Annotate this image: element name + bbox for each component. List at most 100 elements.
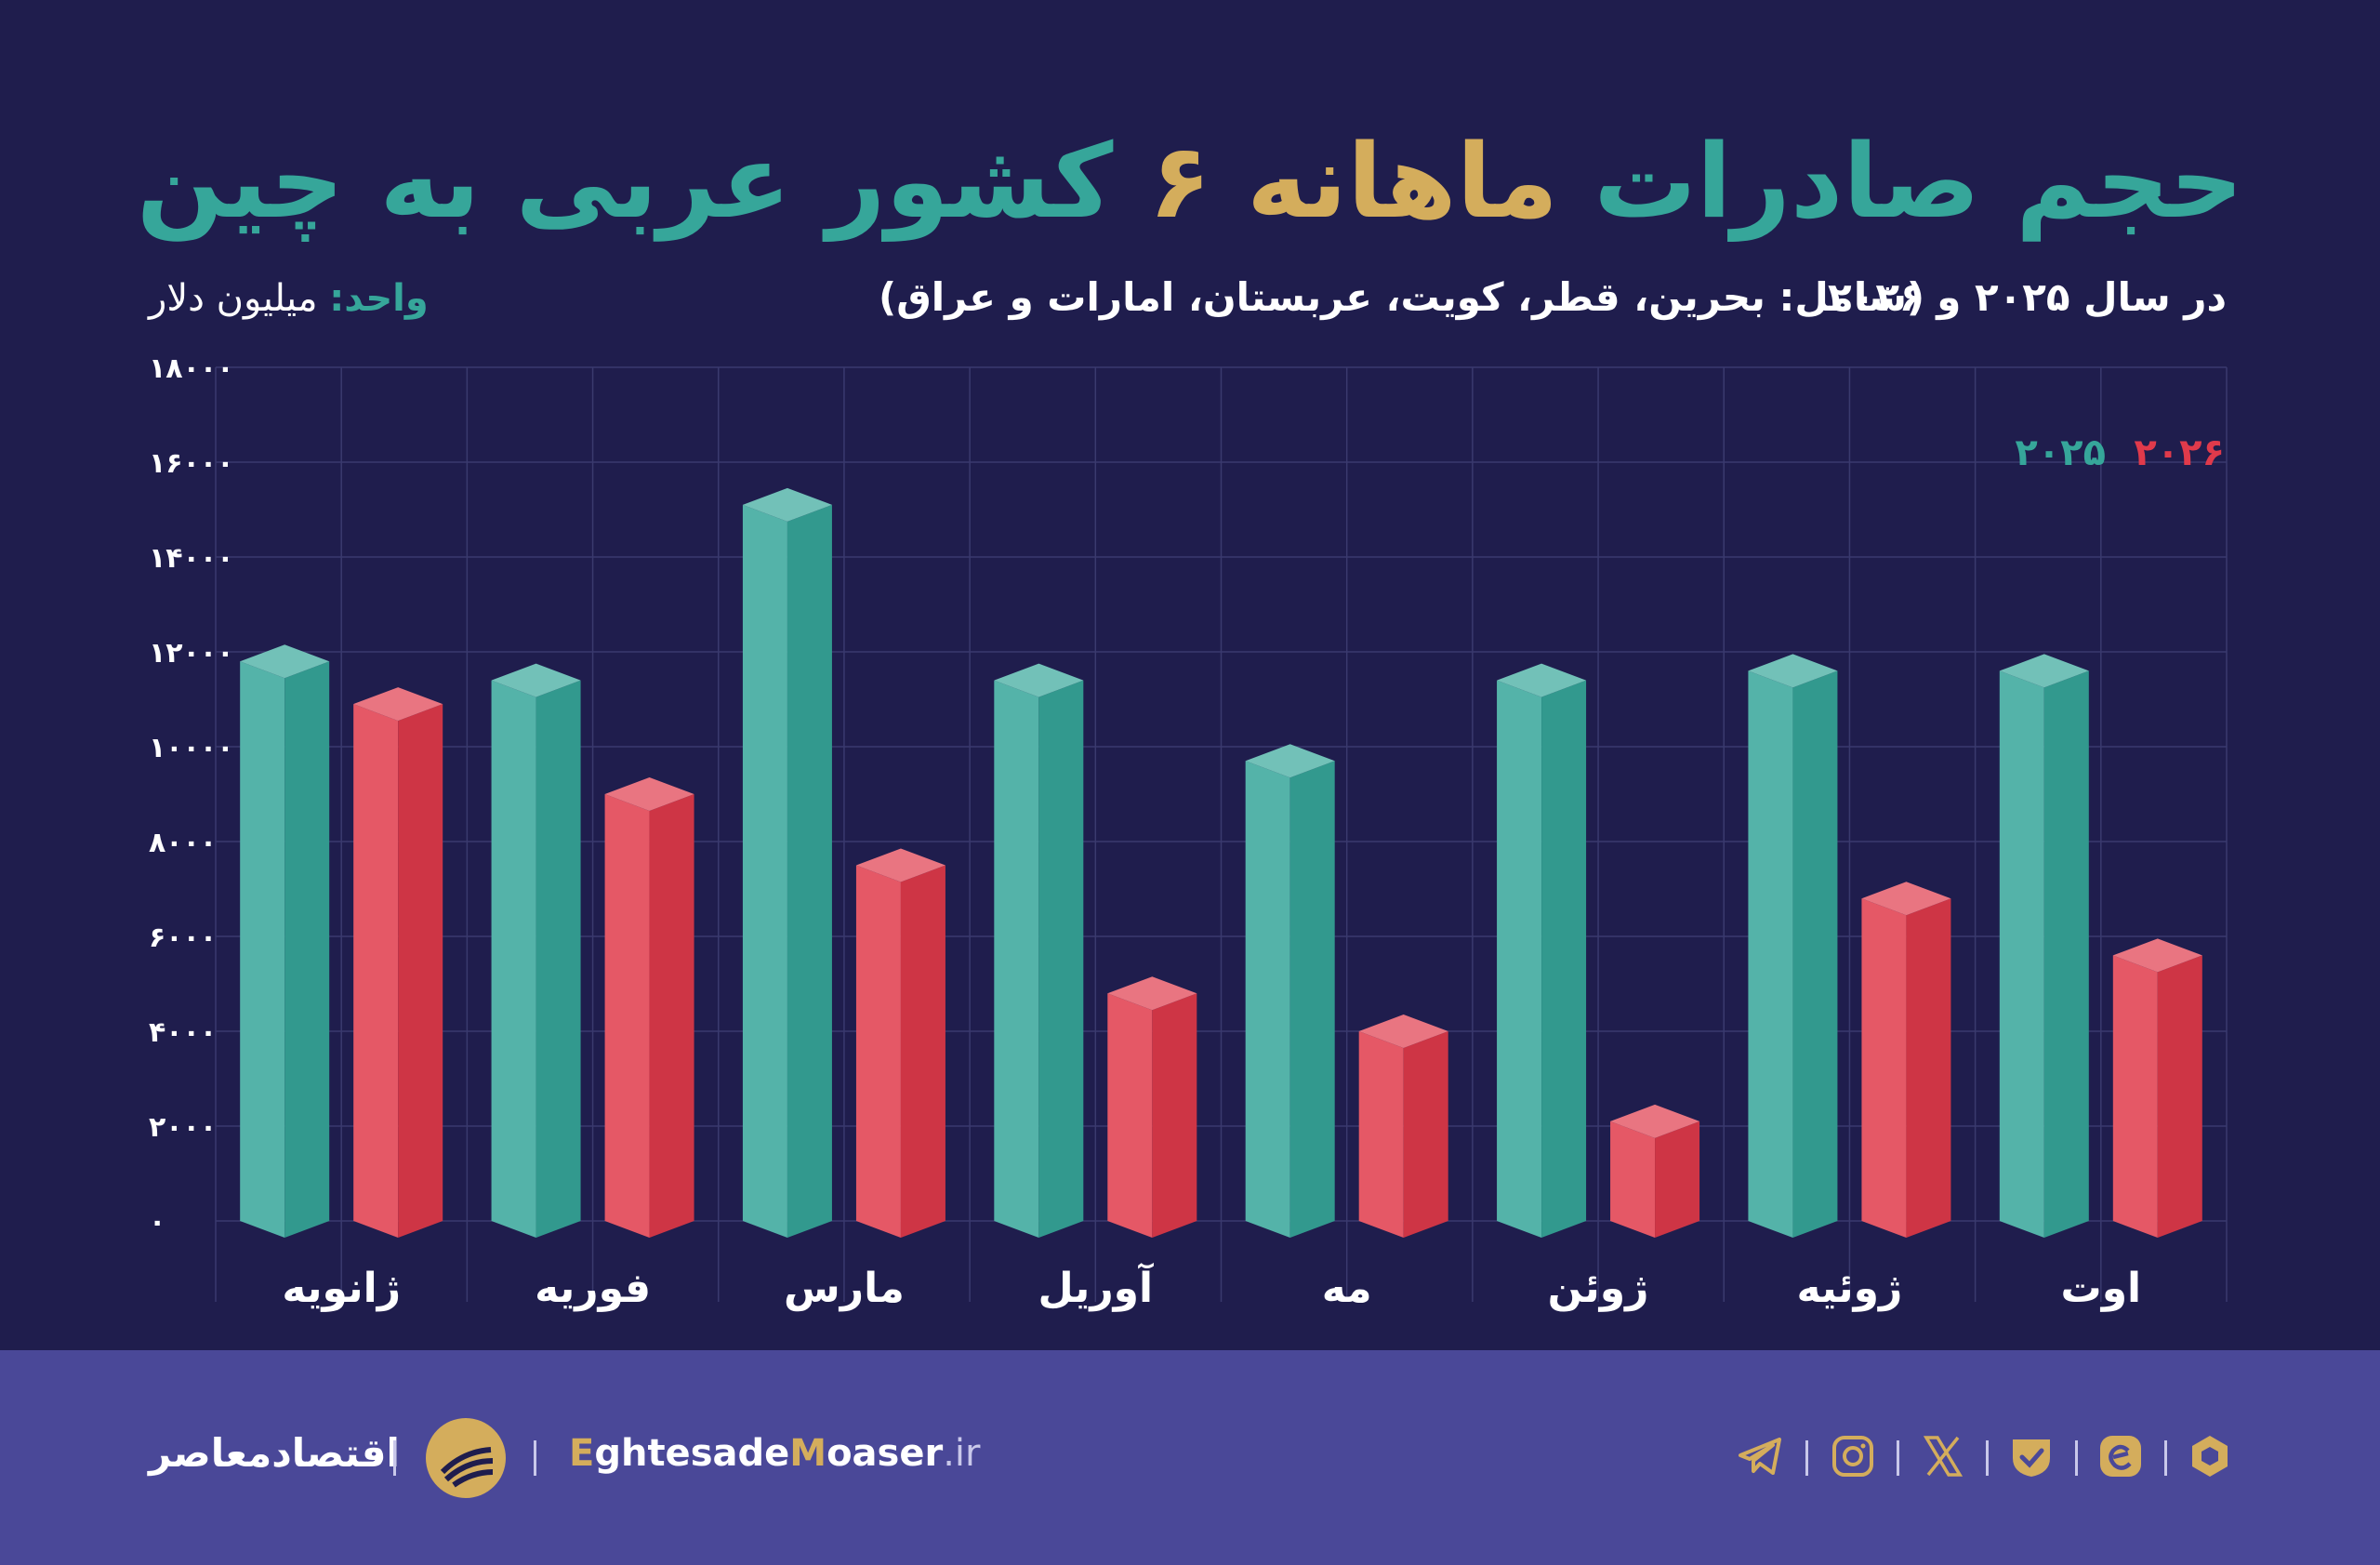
site-letter-e: E xyxy=(569,1432,595,1475)
bar-front-right xyxy=(1403,1031,1448,1238)
bar-front-left xyxy=(994,680,1039,1238)
divider xyxy=(1986,1440,1989,1476)
bar-front-left xyxy=(2112,955,2158,1238)
site-letter-m: M xyxy=(789,1432,827,1475)
x-tick-label: مه xyxy=(1322,1265,1372,1312)
bar-top xyxy=(1610,1104,1700,1138)
brand-logo xyxy=(426,1418,506,1498)
bar-front-right xyxy=(1792,670,1838,1238)
bar-top xyxy=(1245,744,1335,778)
title-part-1: حجم صادرات xyxy=(1593,122,2244,241)
bar-front-left xyxy=(604,794,650,1238)
bar-front-left xyxy=(1107,993,1153,1238)
bar-front-right xyxy=(284,661,330,1238)
verified-icon[interactable] xyxy=(2005,1430,2057,1482)
title-part-3: کشور عربی به چین xyxy=(136,122,1114,241)
x-tick-label: مارس xyxy=(784,1265,905,1312)
bar-top xyxy=(604,777,694,811)
bar-top xyxy=(994,663,1084,697)
bar-top xyxy=(742,487,832,522)
footer xyxy=(0,1350,2380,1565)
bar-front-left xyxy=(1497,680,1542,1238)
bar-front-left xyxy=(742,504,787,1238)
unit-label: واحد: میلیون دلار xyxy=(149,277,429,320)
bar-front-right xyxy=(1541,680,1587,1238)
divider xyxy=(1897,1440,1899,1476)
divider xyxy=(2075,1440,2078,1476)
bar-front-right xyxy=(649,794,694,1238)
y-tick-label: ۸۰۰۰ xyxy=(149,827,217,859)
bar-front-right xyxy=(900,865,945,1238)
bar-front-left xyxy=(1861,898,1907,1238)
x-tick-label: ژانویه xyxy=(282,1265,401,1312)
y-tick-label: ۱۸۰۰۰ xyxy=(149,352,234,385)
x-tick-label: ژوئن xyxy=(1548,1265,1649,1312)
bar-front-left xyxy=(1358,1031,1404,1238)
bar-front-right xyxy=(1289,761,1335,1238)
bar-front-right xyxy=(787,504,832,1238)
bar-front-right xyxy=(2043,670,2089,1238)
telegram-icon[interactable] xyxy=(1735,1430,1787,1482)
bar-front-left xyxy=(855,865,901,1238)
y-tick-label: ۱۲۰۰۰ xyxy=(149,637,234,670)
bar-top xyxy=(353,687,443,722)
y-tick-label: ۰ xyxy=(149,1206,165,1239)
y-tick-label: ۱۰۰۰۰ xyxy=(149,732,234,764)
x-tick-label: آوریل xyxy=(1038,1262,1154,1312)
divider xyxy=(534,1440,536,1476)
legend-item: ۲۰۲۶ xyxy=(2134,431,2225,474)
bar-top xyxy=(1107,976,1197,1011)
bar-front-right xyxy=(2157,955,2202,1238)
eitaa-icon[interactable] xyxy=(2095,1430,2147,1482)
bar-front-right xyxy=(1655,1121,1700,1238)
bar-front-left xyxy=(1748,670,1793,1238)
bar-top xyxy=(855,848,945,882)
brand-name: اقتصادمعاصر xyxy=(149,1430,400,1476)
logo-mark-icon xyxy=(440,1447,494,1488)
x-tick-label: اوت xyxy=(2060,1265,2141,1312)
y-tick-label: ۴۰۰۰ xyxy=(149,1016,217,1049)
bar-top xyxy=(1861,882,1951,916)
divider xyxy=(2164,1440,2167,1476)
bar-top xyxy=(1358,1015,1448,1048)
bar-top xyxy=(1748,654,1838,688)
x-tick-label: ژوئیه xyxy=(1797,1265,1903,1312)
y-tick-label: ۲۰۰۰ xyxy=(149,1111,217,1144)
bar-front-left xyxy=(353,704,399,1238)
y-tick-label: ۱۶۰۰۰ xyxy=(149,447,234,480)
unit-value: میلیون دلار xyxy=(149,277,318,320)
bar-top xyxy=(1497,663,1587,697)
bar-top xyxy=(1999,654,2089,688)
bar-front-left xyxy=(1245,761,1290,1238)
x-tick-label: فوریه xyxy=(535,1265,651,1312)
title-part-2: ماهانه ۶ xyxy=(1148,122,1559,241)
site-word-2: oaser xyxy=(826,1432,944,1475)
legend-item: ۲۰۲۵ xyxy=(2015,431,2106,474)
bar-top xyxy=(2112,938,2202,973)
divider xyxy=(393,1440,396,1476)
bar-front-left xyxy=(1610,1121,1656,1238)
y-tick-label: ۱۴۰۰۰ xyxy=(149,542,234,575)
subtitle-countries: (شامل: بحرین، قطر، کویت، عربستان، امارات… xyxy=(879,274,1925,320)
bar-chart: ۰ ۲۰۰۰ ۴۰۰۰ ۶۰۰۰ ۸۰۰۰ ۱۰۰۰۰ ۱۲۰۰۰ ۱۴۰۰۰ ۱۶۰۰۰ ۱۸۰… xyxy=(149,352,2228,1312)
divider xyxy=(1805,1440,1808,1476)
bar-top xyxy=(240,644,330,679)
bar-front-left xyxy=(240,661,285,1238)
instagram-icon[interactable] xyxy=(1827,1430,1879,1482)
site-tld: .ir xyxy=(943,1432,981,1475)
website-link[interactable]: EghtesadeMoaser.ir xyxy=(569,1432,980,1475)
bar-front-right xyxy=(398,704,443,1238)
rubika-icon[interactable] xyxy=(2184,1430,2236,1482)
chart-title: حجم صادرات ماهانه ۶ کشور عربی به چین xyxy=(0,112,2380,251)
bar-front-right xyxy=(1152,993,1197,1238)
bar-front-right xyxy=(1038,680,1084,1238)
subtitle-year: در سال ۲۰۲۵ و ۲۰۲۶ xyxy=(1828,274,2227,320)
y-tick-label: ۶۰۰۰ xyxy=(149,922,217,954)
bar-top xyxy=(491,663,581,697)
bar-front-right xyxy=(1906,898,1951,1238)
unit-key: واحد: xyxy=(329,277,429,320)
bar-front-left xyxy=(491,680,536,1238)
bar-front-left xyxy=(1999,670,2044,1238)
x-icon[interactable] xyxy=(1917,1430,1969,1482)
bar-front-right xyxy=(536,680,581,1238)
